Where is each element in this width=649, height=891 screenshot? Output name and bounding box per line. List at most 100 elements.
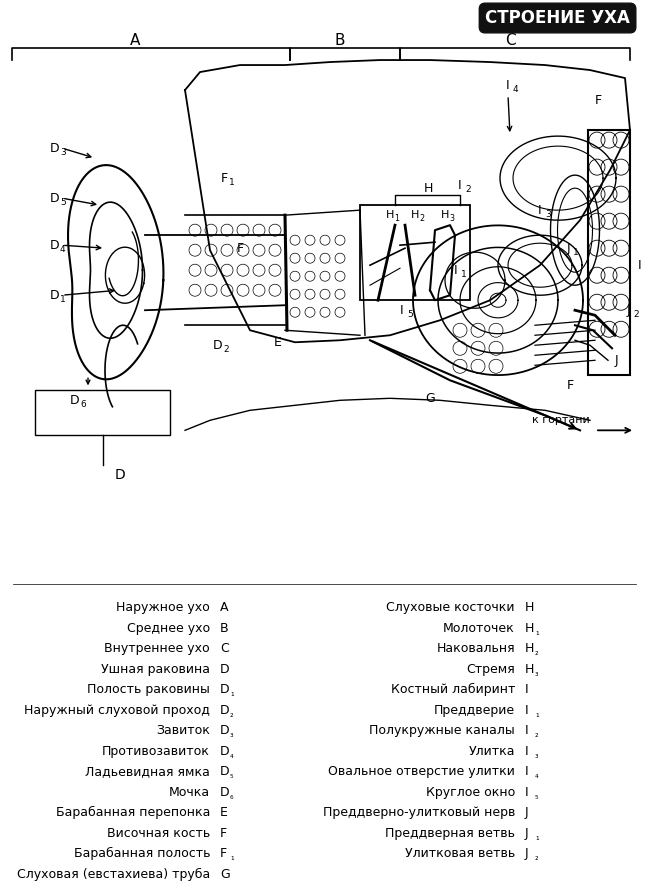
Text: Стремя: Стремя [466,663,515,675]
Text: D: D [220,745,230,757]
Text: H: H [525,642,534,655]
Text: ₁: ₁ [535,833,539,842]
Text: J: J [626,304,630,316]
Text: Барабанная полость: Барабанная полость [73,847,210,861]
Text: 5: 5 [60,198,66,207]
Text: ₂: ₂ [230,710,234,719]
Text: Наковальня: Наковальня [436,642,515,655]
Text: I: I [525,724,529,737]
Text: F: F [236,241,243,255]
Text: H: H [525,601,534,614]
Text: C: C [505,33,515,47]
Text: I: I [525,704,529,716]
Text: Ладьевидная ямка: Ладьевидная ямка [85,765,210,779]
Text: I: I [400,304,404,316]
Text: H: H [441,210,449,220]
Text: ₃: ₃ [230,731,234,740]
Text: Среднее ухо: Среднее ухо [127,622,210,634]
Text: Завиток: Завиток [156,724,210,737]
Text: D: D [50,239,60,251]
Text: J: J [614,354,618,367]
Text: 1: 1 [229,177,235,187]
Text: ₄: ₄ [535,772,539,781]
Text: D: D [115,469,125,482]
Text: F: F [567,379,574,392]
Text: E: E [274,336,282,348]
Text: к гортани: к гортани [532,415,590,425]
Text: E: E [220,806,228,820]
Text: ₁: ₁ [230,689,234,699]
Text: ₅: ₅ [535,792,539,801]
Text: Преддверно-улитковый нерв: Преддверно-улитковый нерв [323,806,515,820]
Text: 1: 1 [461,270,467,279]
Text: D: D [220,724,230,737]
Text: J: J [525,827,529,840]
Text: Внутреннее ухо: Внутреннее ухо [104,642,210,655]
Text: Противозавиток: Противозавиток [102,745,210,757]
Text: 1: 1 [573,248,579,257]
Text: Преддверие: Преддверие [434,704,515,716]
Text: I: I [525,786,529,799]
Text: G: G [220,868,230,881]
Text: 2: 2 [223,345,228,354]
Text: D: D [220,786,230,799]
Text: D: D [70,394,80,407]
Text: I: I [638,258,642,272]
Text: Молоточек: Молоточек [443,622,515,634]
Text: J: J [525,806,529,820]
Text: ₄: ₄ [230,751,234,760]
Text: Наружное ухо: Наружное ухо [116,601,210,614]
Text: Наружный слуховой проход: Наружный слуховой проход [24,704,210,716]
Text: A: A [220,601,228,614]
Text: D: D [220,683,230,696]
Text: Височная кость: Височная кость [106,827,210,840]
Text: H: H [423,182,433,194]
Text: I: I [525,765,529,779]
Text: I: I [525,745,529,757]
Text: Полукружные каналы: Полукружные каналы [369,724,515,737]
Text: СТРОЕНИЕ УХА: СТРОЕНИЕ УХА [485,9,630,27]
Text: H: H [386,210,394,220]
Text: F: F [221,172,228,184]
Text: 3: 3 [60,148,66,157]
Text: 4: 4 [60,245,66,254]
Text: J: J [566,241,570,255]
Text: D: D [50,142,60,155]
Text: H: H [411,210,419,220]
Text: 2: 2 [419,214,424,224]
Bar [360,205,470,300]
Text: ₁: ₁ [230,854,234,862]
Text: I: I [506,78,510,92]
Text: ₁: ₁ [535,627,539,636]
Text: Слуховые косточки: Слуховые косточки [387,601,515,614]
Text: ₃: ₃ [535,751,539,760]
Text: ₆: ₆ [230,792,234,801]
Text: ₁: ₁ [535,710,539,719]
Text: 3: 3 [449,214,454,224]
Text: A: A [130,33,140,47]
Text: F: F [220,827,227,840]
Text: Преддверная ветвь: Преддверная ветвь [385,827,515,840]
Text: 5: 5 [407,310,413,319]
Text: D: D [50,289,60,302]
Text: 2: 2 [465,184,471,193]
Text: ₃: ₃ [535,668,539,678]
Text: F: F [220,847,227,861]
Bar [35,390,170,436]
Text: Улитка: Улитка [469,745,515,757]
Text: 1: 1 [60,295,66,304]
Text: 2: 2 [633,310,639,319]
Text: D: D [220,663,230,675]
Text: B: B [220,622,228,634]
Text: Барабанная перепонка: Барабанная перепонка [56,806,210,820]
Text: 4: 4 [513,85,519,94]
Text: Костный лабиринт: Костный лабиринт [391,683,515,696]
Text: Ушная раковина: Ушная раковина [101,663,210,675]
Text: ₂: ₂ [535,854,539,862]
Text: I: I [454,264,458,277]
Text: I: I [458,178,462,192]
Text: D: D [220,765,230,779]
Text: ₂: ₂ [535,731,539,740]
Text: 1: 1 [395,214,399,224]
Text: H: H [525,622,534,634]
